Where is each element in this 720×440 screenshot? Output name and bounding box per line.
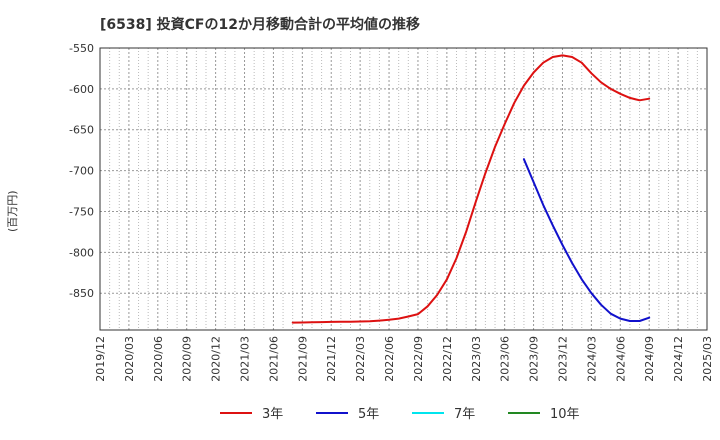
x-tick-label: 2025/03 bbox=[701, 336, 714, 382]
x-tick-label: 2021/03 bbox=[239, 336, 252, 382]
x-tick-label: 2020/06 bbox=[152, 336, 165, 382]
legend-label: 5年 bbox=[358, 407, 379, 422]
y-tick-label: -550 bbox=[69, 42, 94, 55]
x-tick-label: 2023/06 bbox=[499, 336, 512, 382]
x-tick-label: 2021/12 bbox=[325, 336, 338, 382]
x-tick-label: 2020/09 bbox=[181, 336, 194, 382]
y-tick-label: -800 bbox=[69, 246, 94, 259]
x-tick-label: 2019/12 bbox=[94, 336, 107, 382]
x-tick-label: 2024/12 bbox=[672, 336, 685, 382]
x-tick-label: 2022/06 bbox=[383, 336, 396, 382]
series-line bbox=[291, 54, 651, 324]
chart-title: [6538] 投資CFの12か月移動合計の平均値の推移 bbox=[100, 17, 420, 33]
series-line bbox=[522, 158, 651, 322]
x-tick-label: 2023/03 bbox=[470, 336, 483, 382]
y-tick-label: -600 bbox=[69, 83, 94, 96]
x-tick-label: 2024/06 bbox=[614, 336, 627, 382]
y-tick-label: -650 bbox=[69, 124, 94, 137]
x-tick-label: 2024/09 bbox=[643, 336, 656, 382]
x-tick-label: 2023/12 bbox=[556, 336, 569, 382]
y-tick-label: -700 bbox=[69, 165, 94, 178]
x-tick-label: 2024/03 bbox=[585, 336, 598, 382]
y-tick-label: -750 bbox=[69, 205, 94, 218]
x-tick-label: 2022/09 bbox=[412, 336, 425, 382]
plot-area bbox=[100, 48, 707, 330]
y-tick-label: -850 bbox=[69, 287, 94, 300]
legend-label: 3年 bbox=[262, 407, 283, 422]
x-tick-label: 2023/09 bbox=[528, 336, 541, 382]
x-tick-label: 2020/03 bbox=[123, 336, 136, 382]
plot-border bbox=[99, 47, 708, 331]
x-tick-label: 2020/12 bbox=[210, 336, 223, 382]
legend-label: 7年 bbox=[454, 407, 475, 422]
x-tick-label: 2021/06 bbox=[267, 336, 280, 382]
x-tick-label: 2021/09 bbox=[296, 336, 309, 382]
legend-label: 10年 bbox=[550, 407, 580, 422]
x-tick-label: 2022/03 bbox=[354, 336, 367, 382]
x-tick-label: 2022/12 bbox=[441, 336, 454, 382]
